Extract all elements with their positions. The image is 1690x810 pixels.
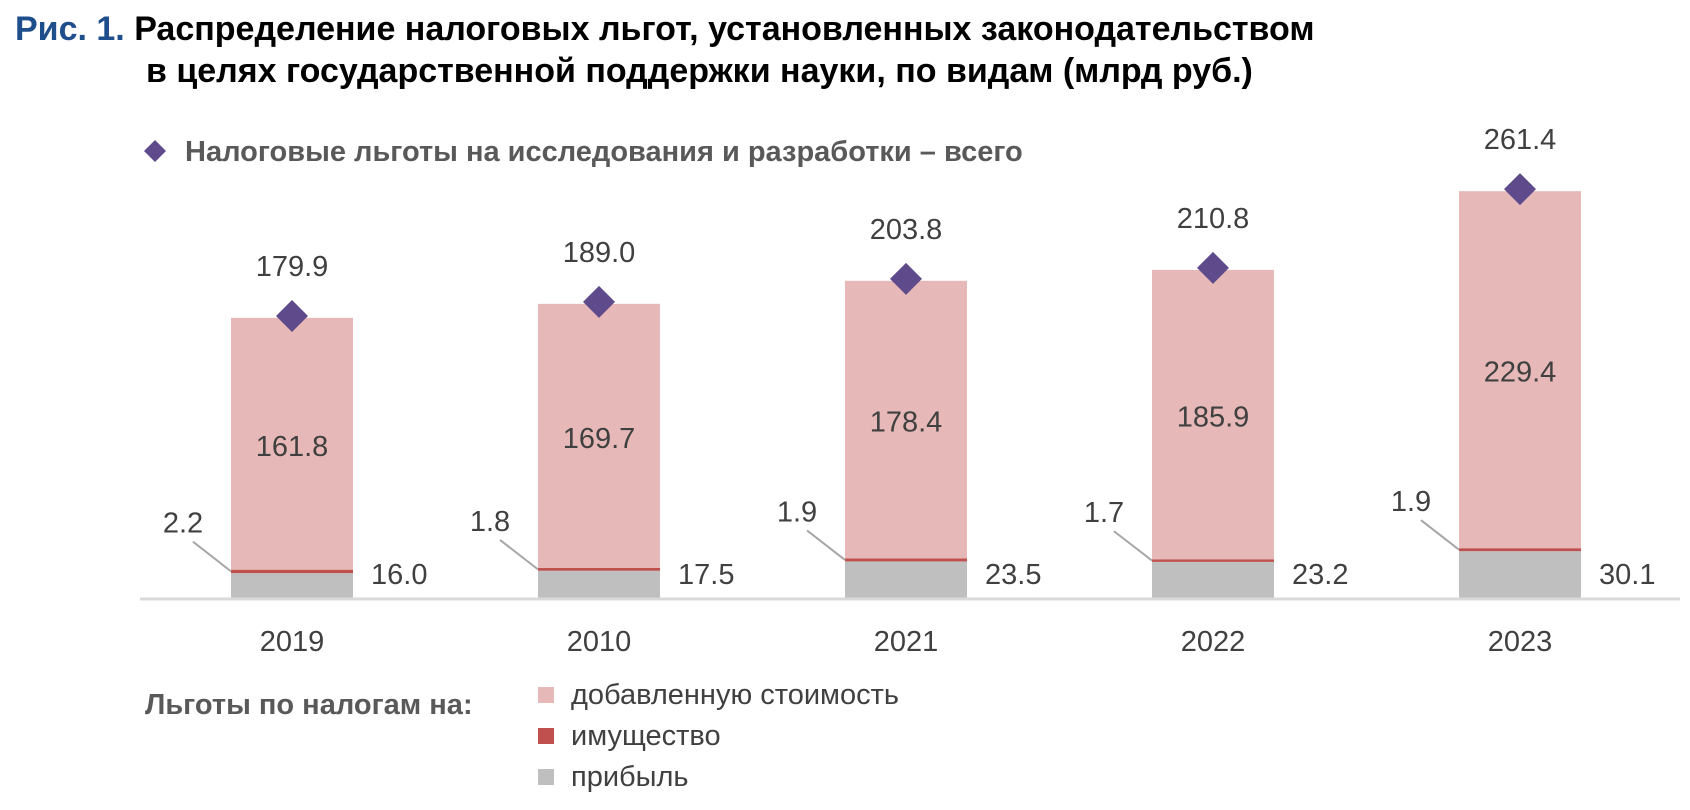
bar-vat-2021 <box>845 280 967 559</box>
legend-label-property: имущество <box>571 720 721 752</box>
legend-total-label: Налоговые льготы на исследования и разра… <box>185 136 1023 168</box>
leader-property-2019 <box>192 540 232 573</box>
bar-vat-2023 <box>1459 191 1581 549</box>
bar-vat-2010 <box>538 303 660 568</box>
label-property-2022: 1.7 <box>1084 497 1124 529</box>
bar-property-2023 <box>1459 548 1581 552</box>
leader-property-2022 <box>1113 530 1153 562</box>
leader-property-2021 <box>806 529 846 561</box>
label-property-2023: 1.9 <box>1391 486 1431 518</box>
label-property-2019: 2.2 <box>163 508 203 540</box>
bar-profit-2023 <box>1459 551 1581 598</box>
x-tick-2010: 2010 <box>567 626 632 658</box>
bar-profit-2010 <box>538 570 660 598</box>
leader-property-2023 <box>1420 519 1460 551</box>
bar-profit-2021 <box>845 561 967 598</box>
label-profit-2021: 23.5 <box>985 559 1041 591</box>
total-marker-2021 <box>890 262 922 295</box>
label-profit-2010: 17.5 <box>678 559 734 591</box>
bar-profit-2019 <box>231 573 353 598</box>
bar-vat-2019 <box>231 317 353 570</box>
x-tick-2022: 2022 <box>1181 626 1246 658</box>
bar-property-2019 <box>231 569 353 574</box>
bar-vat-2022 <box>1152 269 1274 560</box>
total-marker-2019 <box>276 300 308 333</box>
leader-property-2010 <box>499 539 539 571</box>
total-marker-2022 <box>1197 251 1229 284</box>
bar-property-2022 <box>1152 559 1274 562</box>
title-line-1: Распределение налоговых льгот, установле… <box>134 10 1315 48</box>
label-vat-2019: 161.8 <box>256 431 329 463</box>
x-tick-2023: 2023 <box>1488 626 1553 658</box>
title-line-2: в целях государственной поддержки науки,… <box>146 52 1253 90</box>
legend-title: Льготы по налогам на: <box>145 689 473 721</box>
label-total-2022: 210.8 <box>1177 203 1250 235</box>
label-property-2021: 1.9 <box>777 496 817 528</box>
bar-property-2010 <box>538 567 660 571</box>
label-profit-2023: 30.1 <box>1599 559 1655 591</box>
label-property-2010: 1.8 <box>470 506 510 538</box>
legend-swatch-vat <box>538 687 554 703</box>
legend-swatch-property <box>538 728 554 744</box>
chart-title: Рис. 1. Распределение налоговых льгот, у… <box>15 8 1314 92</box>
total-marker-2023 <box>1504 173 1536 206</box>
legend-label-vat: добавленную стоимость <box>571 679 899 711</box>
legend-swatch-profit <box>538 769 554 785</box>
label-total-2010: 189.0 <box>563 237 636 269</box>
x-tick-2019: 2019 <box>260 626 325 658</box>
label-vat-2021: 178.4 <box>870 407 943 439</box>
legend-label-profit: прибыль <box>571 761 689 793</box>
label-total-2019: 179.9 <box>256 251 329 283</box>
x-tick-2021: 2021 <box>874 626 939 658</box>
bar-profit-2022 <box>1152 561 1274 598</box>
bar-property-2021 <box>845 558 967 562</box>
label-profit-2022: 23.2 <box>1292 559 1348 591</box>
label-vat-2010: 169.7 <box>563 423 636 455</box>
label-vat-2022: 185.9 <box>1177 402 1250 434</box>
figure-number: Рис. 1. <box>15 10 125 48</box>
total-marker-2010 <box>583 285 615 318</box>
label-profit-2019: 16.0 <box>371 559 427 591</box>
label-vat-2023: 229.4 <box>1484 357 1557 389</box>
label-total-2021: 203.8 <box>870 214 943 246</box>
legend-total-marker <box>144 140 166 162</box>
label-total-2023: 261.4 <box>1484 124 1557 156</box>
